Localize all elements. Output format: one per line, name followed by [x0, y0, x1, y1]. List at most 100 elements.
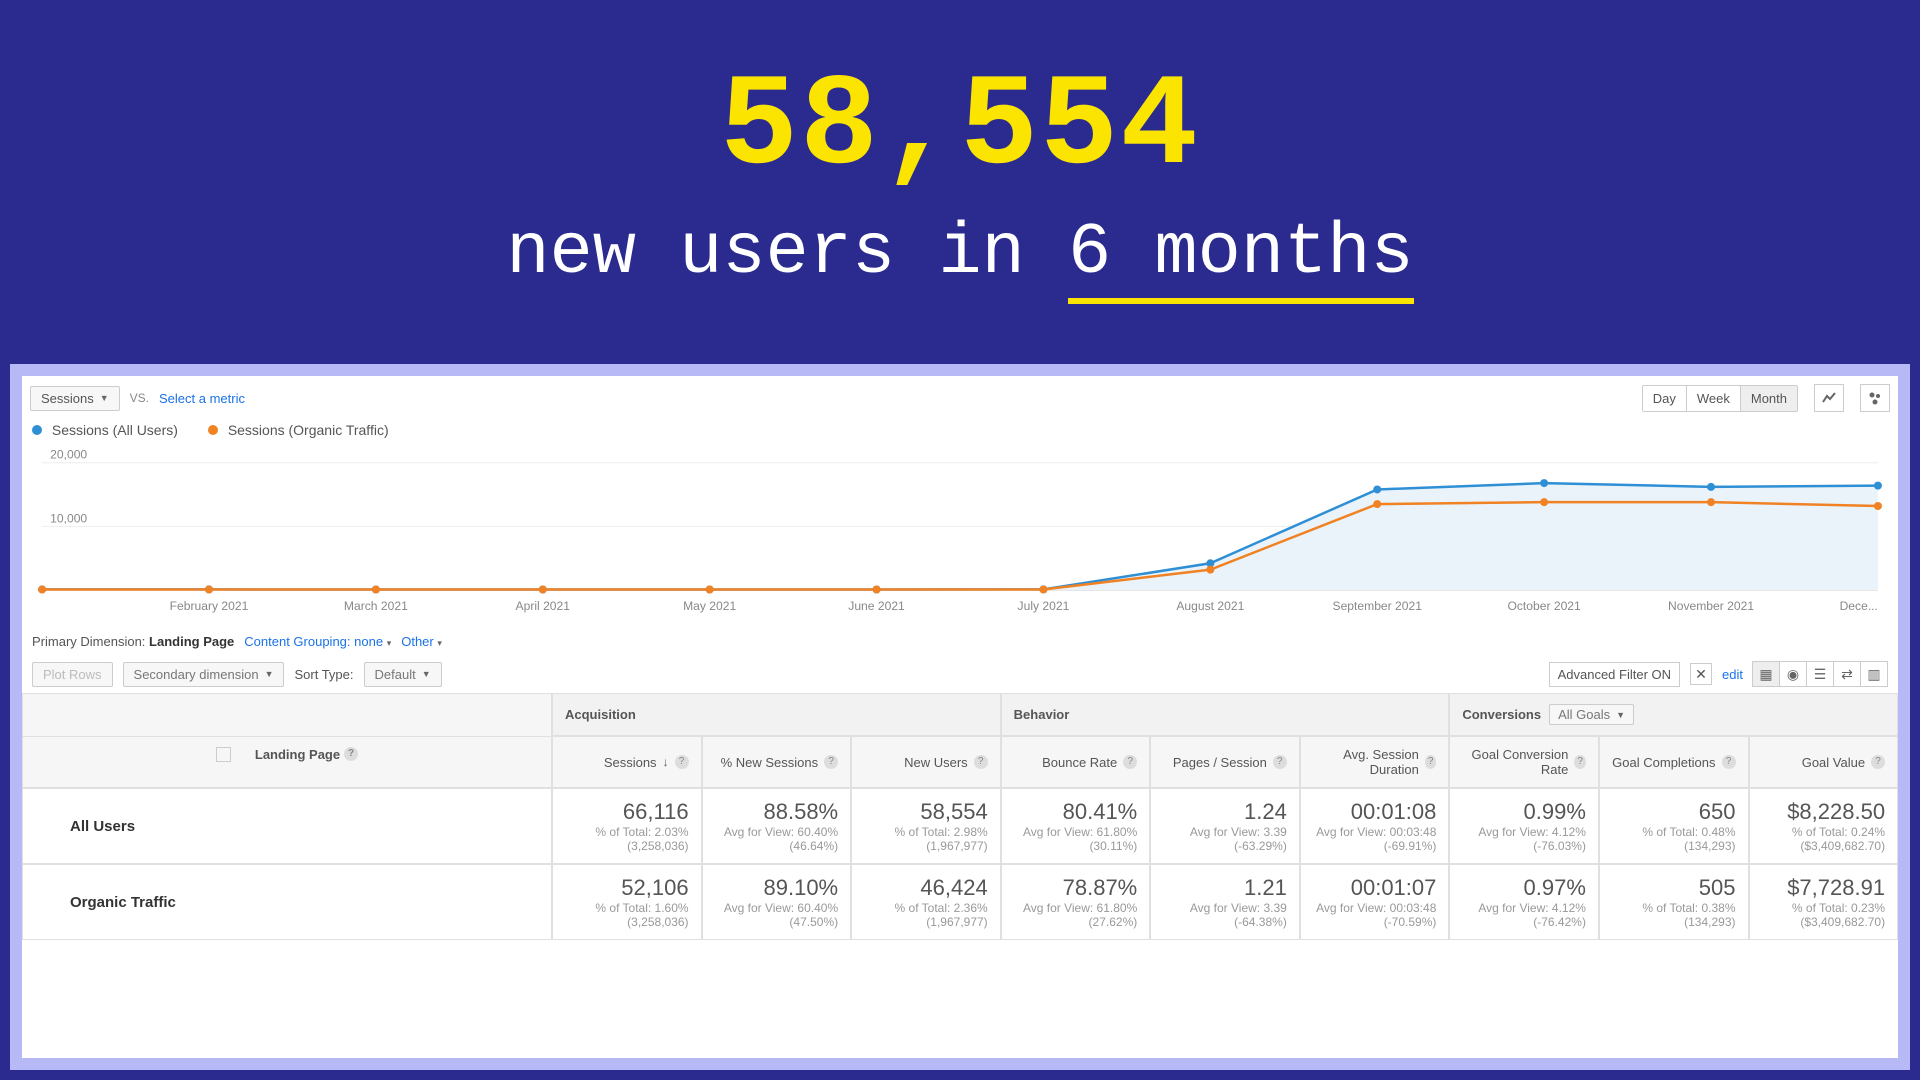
clear-filter-button[interactable]: ✕: [1690, 663, 1712, 685]
analytics-panel: Sessions ▼ VS. Select a metric Day Week …: [22, 376, 1898, 1058]
tab-week[interactable]: Week: [1686, 386, 1740, 411]
edit-filter-link[interactable]: edit: [1722, 667, 1743, 682]
close-icon: ✕: [1695, 666, 1707, 683]
legend-label-all-users: Sessions (All Users): [52, 422, 178, 438]
metric-cell-new_users: 58,554% of Total: 2.98%(1,967,977): [851, 788, 1001, 864]
svg-text:May 2021: May 2021: [683, 599, 736, 613]
svg-text:August 2021: August 2021: [1176, 599, 1244, 613]
time-granularity-tabs: Day Week Month: [1642, 385, 1798, 412]
other-label: Other: [401, 634, 434, 649]
hero-subtitle-highlight: 6 months: [1068, 212, 1414, 304]
column-header-goal_completions[interactable]: Goal Completions ?: [1599, 736, 1749, 788]
metric-cell-bounce_rate: 80.41%Avg for View: 61.80%(30.11%): [1001, 788, 1151, 864]
plot-rows-button[interactable]: Plot Rows: [32, 662, 113, 687]
column-group-behavior: Behavior: [1001, 693, 1450, 736]
metric-cell-bounce_rate: 78.87%Avg for View: 61.80%(27.62%): [1001, 864, 1151, 940]
primary-dimension: Primary Dimension: Landing Page: [32, 634, 234, 649]
select-all-checkbox[interactable]: [216, 747, 231, 762]
column-header-goal_conversion_rate[interactable]: Goal Conversion Rate ?: [1449, 736, 1599, 788]
metric-cell-goal_completions: 505% of Total: 0.38%(134,293): [1599, 864, 1749, 940]
help-icon[interactable]: ?: [344, 747, 358, 761]
view-table-icon[interactable]: ▦: [1752, 661, 1780, 687]
chart-line-icon[interactable]: [1814, 384, 1844, 412]
sort-default-label: Default: [375, 667, 416, 682]
svg-text:Dece...: Dece...: [1840, 599, 1878, 613]
help-icon[interactable]: ?: [1871, 755, 1885, 769]
content-grouping-link[interactable]: Content Grouping: none ▾: [244, 634, 391, 649]
view-pivot-icon[interactable]: ▥: [1860, 661, 1888, 687]
conversions-goal-dropdown[interactable]: All Goals ▼: [1549, 704, 1634, 725]
view-bar-icon[interactable]: ☰: [1806, 661, 1834, 687]
landing-page-header[interactable]: Landing Page ?: [22, 736, 552, 788]
secondary-dimension-label: Secondary dimension: [134, 667, 259, 682]
chevron-down-icon: ▼: [265, 669, 274, 679]
segment-label: Organic Traffic: [22, 864, 552, 940]
svg-text:November 2021: November 2021: [1668, 599, 1754, 613]
chart-toolbar: Sessions ▼ VS. Select a metric Day Week …: [22, 376, 1898, 416]
column-header-pct_new_sessions[interactable]: % New Sessions ?: [702, 736, 852, 788]
vs-label: VS.: [130, 391, 149, 405]
chevron-down-icon: ▾: [437, 638, 442, 648]
chart-container: 10,00020,000February 2021March 2021April…: [22, 440, 1898, 628]
help-icon[interactable]: ?: [1574, 755, 1586, 769]
legend-dot-icon: [208, 425, 218, 435]
metric-cell-goal_conversion_rate: 0.97%Avg for View: 4.12%(-76.42%): [1449, 864, 1599, 940]
legend-item-organic: Sessions (Organic Traffic): [208, 422, 389, 438]
metric-cell-new_users: 46,424% of Total: 2.36%(1,967,977): [851, 864, 1001, 940]
hero-banner: 58,554 new users in 6 months: [0, 0, 1920, 334]
other-dimension-link[interactable]: Other ▾: [401, 634, 442, 649]
metric-cell-pages_per_session: 1.21Avg for View: 3.39(-64.38%): [1150, 864, 1300, 940]
help-icon[interactable]: ?: [824, 755, 838, 769]
tab-day[interactable]: Day: [1643, 386, 1686, 411]
help-icon[interactable]: ?: [974, 755, 988, 769]
svg-text:February 2021: February 2021: [170, 599, 249, 613]
help-icon[interactable]: ?: [675, 755, 689, 769]
analytics-panel-frame: Sessions ▼ VS. Select a metric Day Week …: [10, 364, 1910, 1070]
metric-cell-avg_session_duration: 00:01:08Avg for View: 00:03:48(-69.91%): [1300, 788, 1450, 864]
advanced-filter-label: Advanced Filter ON: [1558, 667, 1671, 682]
column-header-new_users[interactable]: New Users ?: [851, 736, 1001, 788]
svg-text:March 2021: March 2021: [344, 599, 408, 613]
sort-type-dropdown[interactable]: Default ▼: [364, 662, 442, 687]
dimension-row: Primary Dimension: Landing Page Content …: [22, 628, 1898, 655]
help-icon[interactable]: ?: [1722, 755, 1736, 769]
column-group-acquisition: Acquisition: [552, 693, 1001, 736]
help-icon[interactable]: ?: [1425, 755, 1437, 769]
svg-text:October 2021: October 2021: [1507, 599, 1581, 613]
metric-cell-goal_value: $8,228.50% of Total: 0.24%($3,409,682.70…: [1749, 788, 1899, 864]
column-header-pages_per_session[interactable]: Pages / Session ?: [1150, 736, 1300, 788]
chevron-down-icon: ▾: [387, 638, 392, 648]
column-header-goal_value[interactable]: Goal Value ?: [1749, 736, 1899, 788]
tab-month[interactable]: Month: [1740, 386, 1797, 411]
segment-label: All Users: [22, 788, 552, 864]
primary-dimension-label: Primary Dimension:: [32, 634, 145, 649]
chevron-down-icon: ▼: [100, 393, 109, 403]
column-header-sessions[interactable]: Sessions ↓ ?: [552, 736, 702, 788]
legend-label-organic: Sessions (Organic Traffic): [228, 422, 389, 438]
motion-chart-icon[interactable]: [1860, 384, 1890, 412]
landing-page-header-cell: [22, 693, 552, 736]
chevron-down-icon: ▼: [1616, 710, 1625, 720]
table-group-header-row: AcquisitionBehaviorConversionsAll Goals …: [22, 693, 1898, 736]
advanced-filter-badge: Advanced Filter ON: [1549, 662, 1680, 687]
sort-type-label: Sort Type:: [294, 667, 353, 682]
page-wrap: 58,554 new users in 6 months Sessions ▼ …: [0, 0, 1920, 1080]
help-icon[interactable]: ?: [1123, 755, 1137, 769]
help-icon[interactable]: ?: [1273, 755, 1287, 769]
hero-number: 58,554: [0, 55, 1920, 202]
view-pie-icon[interactable]: ◉: [1779, 661, 1807, 687]
column-header-bounce_rate[interactable]: Bounce Rate ?: [1001, 736, 1151, 788]
column-header-avg_session_duration[interactable]: Avg. Session Duration ?: [1300, 736, 1450, 788]
view-mode-strip: ▦ ◉ ☰ ⇄ ▥: [1753, 661, 1888, 687]
metric-cell-goal_value: $7,728.91% of Total: 0.23%($3,409,682.70…: [1749, 864, 1899, 940]
chart-legend: Sessions (All Users) Sessions (Organic T…: [22, 416, 1898, 440]
svg-text:June 2021: June 2021: [848, 599, 905, 613]
view-comparison-icon[interactable]: ⇄: [1833, 661, 1861, 687]
metric-cell-pages_per_session: 1.24Avg for View: 3.39(-63.29%): [1150, 788, 1300, 864]
select-metric-link[interactable]: Select a metric: [159, 391, 245, 406]
svg-text:April 2021: April 2021: [516, 599, 571, 613]
svg-text:20,000: 20,000: [50, 448, 87, 462]
secondary-dimension-dropdown[interactable]: Secondary dimension ▼: [123, 662, 285, 687]
svg-text:July 2021: July 2021: [1018, 599, 1070, 613]
sessions-dropdown[interactable]: Sessions ▼: [30, 386, 120, 411]
